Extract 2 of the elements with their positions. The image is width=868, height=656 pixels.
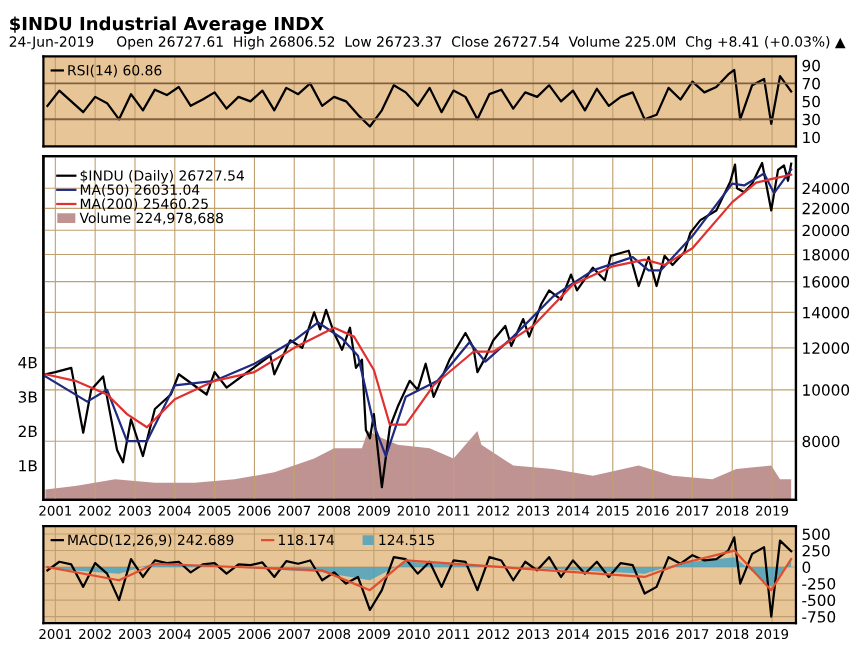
line-series xyxy=(46,549,793,592)
chart-title: $INDU Industrial Average INDX xyxy=(10,16,324,35)
